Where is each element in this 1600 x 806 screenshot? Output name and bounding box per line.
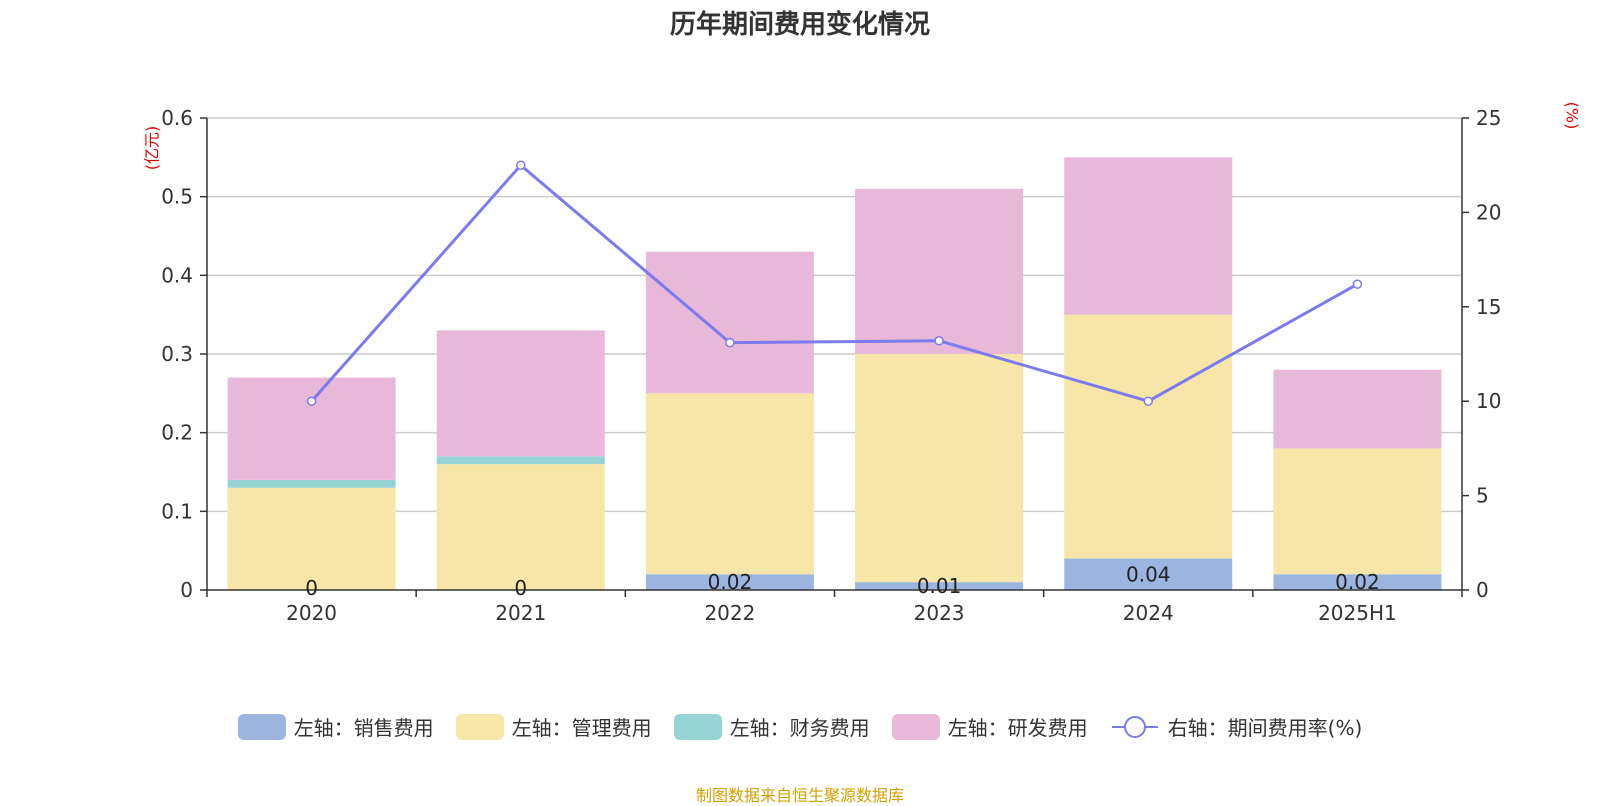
legend-label-admin: 左轴：管理费用 — [511, 716, 652, 740]
bar-segment — [855, 354, 1024, 583]
grid-lines — [207, 117, 1462, 513]
legend-item-admin[interactable]: 左轴：管理费用 — [455, 712, 652, 741]
bar-segment — [436, 330, 605, 457]
sales-value-label: 0.02 — [708, 570, 753, 594]
right-tick-label: 15 — [1476, 295, 1501, 319]
bar-segment — [645, 574, 814, 590]
bar-segment — [645, 251, 814, 394]
right-tick-label: 10 — [1476, 389, 1501, 413]
bar-segment — [436, 456, 605, 465]
bar-segment — [1273, 448, 1442, 575]
left-tick-label: 0.2 — [161, 421, 193, 445]
legend-item-finance[interactable]: 左轴：财务费用 — [673, 712, 870, 741]
sales-value-label: 0 — [305, 576, 318, 600]
legend-swatch-admin — [455, 713, 504, 740]
x-tick-label: 2024 — [1123, 601, 1174, 625]
chart-title: 历年期间费用变化情况 — [669, 10, 930, 40]
left-tick-label: 0 — [180, 578, 193, 602]
expense-rate-point — [306, 396, 317, 406]
bar-segment — [227, 479, 396, 488]
expense-rate-point — [516, 160, 526, 170]
right-tick-label: 0 — [1476, 578, 1489, 602]
expense-rate-polyline — [310, 163, 1359, 403]
legend-swatch-finance — [673, 713, 722, 740]
right-tick-label: 5 — [1476, 484, 1489, 508]
legend-label-rate: 右轴：期间费用率(%) — [1167, 716, 1363, 740]
legend-label-finance: 左轴：财务费用 — [729, 716, 870, 740]
left-tick-label: 0.3 — [161, 342, 193, 366]
legend-item-rate[interactable]: 右轴：期间费用率(%) — [1110, 712, 1363, 741]
x-tick-label: 2021 — [495, 601, 546, 625]
bar-segment — [227, 377, 396, 480]
sales-value-label: 0.04 — [1126, 562, 1171, 586]
sales-value-label: 0.01 — [917, 574, 962, 598]
bar-labels: 0 0 0.02 0.01 0.04 0.02 — [305, 562, 1379, 600]
expense-rate-point — [1352, 279, 1363, 289]
expense-rate-point — [934, 336, 944, 346]
legend-swatch-sales — [237, 713, 286, 740]
right-tick-label: 25 — [1476, 106, 1501, 130]
sales-value-label: 0.02 — [1335, 570, 1380, 594]
legend-swatch-rnd — [891, 713, 940, 740]
left-tick-label: 0.4 — [161, 263, 193, 287]
expense-rate-point — [1143, 396, 1153, 406]
bar-segment — [1273, 574, 1442, 590]
bar-segment — [1064, 558, 1233, 590]
bar-segment — [227, 487, 396, 590]
x-tick-label: 2023 — [914, 601, 965, 625]
bar-segment — [855, 188, 1024, 354]
right-tick-label: 20 — [1476, 200, 1501, 224]
bar-segment — [645, 393, 814, 575]
x-tick-label: 2025H1 — [1318, 601, 1397, 625]
expense-rate-point — [725, 337, 735, 348]
legend-line-icon — [1111, 715, 1158, 738]
expense-rate-line — [306, 160, 1363, 406]
bar-segment — [1273, 369, 1442, 449]
legend-label-sales: 左轴：销售费用 — [293, 716, 434, 740]
bar-segment — [436, 464, 605, 590]
legend-item-sales[interactable]: 左轴：销售费用 — [237, 712, 434, 741]
legend-label-rnd: 左轴：研发费用 — [947, 716, 1088, 740]
left-tick-label: 0.5 — [161, 185, 193, 209]
left-tick-label: 0.1 — [161, 499, 193, 523]
x-tick-label: 2022 — [704, 601, 755, 625]
legend: 左轴：销售费用 左轴：管理费用 左轴：财务费用 左轴：研发费用 右轴：期间费用率… — [0, 712, 1600, 741]
legend-item-rnd[interactable]: 左轴：研发费用 — [891, 712, 1088, 741]
x-tick-label: 2020 — [286, 601, 337, 625]
bars — [227, 157, 1442, 590]
bar-segment — [1064, 314, 1233, 559]
axes: 0 0.1 0.2 0.3 0.4 0.5 0.6 0 5 10 15 20 25 2020 2021 202… — [161, 106, 1501, 625]
bar-segment — [1064, 157, 1233, 315]
bar-segment — [855, 582, 1024, 590]
sales-value-label: 0 — [514, 576, 527, 600]
data-source-footer: 制图数据来自恒生聚源数据库 — [695, 786, 904, 805]
left-tick-label: 0.6 — [161, 106, 193, 130]
